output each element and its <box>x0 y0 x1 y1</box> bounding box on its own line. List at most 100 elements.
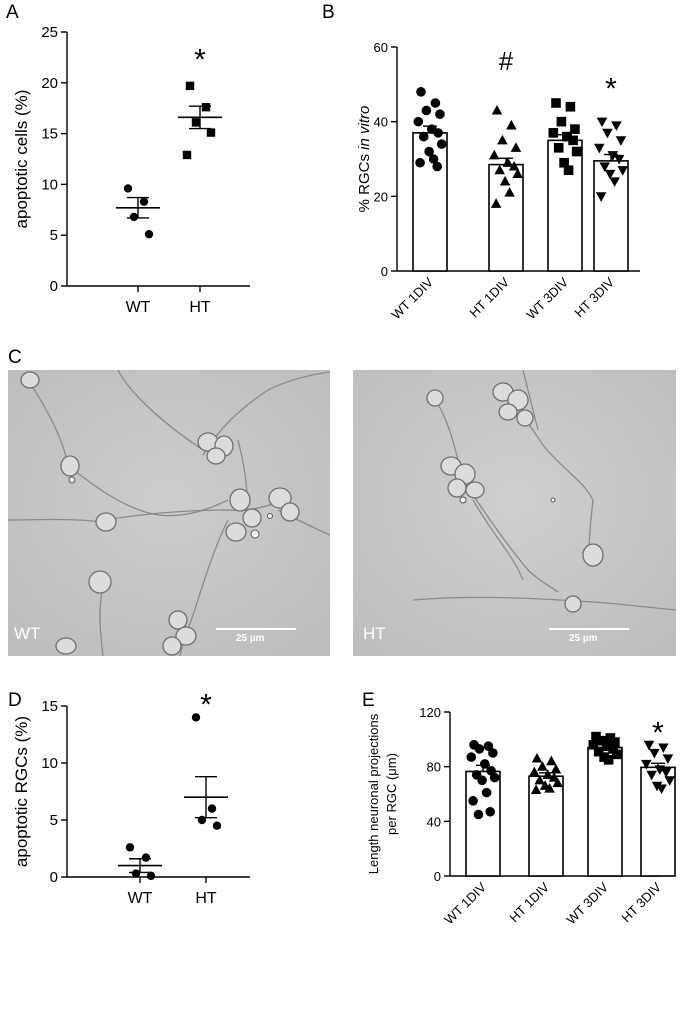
chart-e-wt-3div-point <box>611 749 622 760</box>
chart-b-wt-1div-point <box>428 154 439 164</box>
chart-b-wt-3div-point <box>568 135 578 146</box>
chart-b-ht-3div-point <box>611 121 622 131</box>
panel-letter-b: B <box>322 2 335 23</box>
chart-e-wt-1div-point <box>477 775 487 786</box>
chart-e-ht-3div-point <box>658 743 669 754</box>
chart-e-ht-3div-point <box>651 781 663 792</box>
chart-b-y-tick-label: 60 <box>374 40 388 55</box>
chart-e-y-tick-label: 120 <box>419 705 441 720</box>
chart-a-y-tick-label: 5 <box>50 227 58 244</box>
chart-b-ht-1div-point <box>506 119 517 130</box>
chart-d-wt-point <box>141 853 151 862</box>
chart-d-wt-point <box>125 843 135 852</box>
chart-b-ht-3div-point <box>615 136 627 146</box>
chart-e-wt-1div-point <box>483 741 494 751</box>
chart-d-x-tick-label: HT <box>195 890 217 907</box>
chart-b-ht-3div-point <box>617 166 628 176</box>
micrograph-wt-scale-bar <box>216 628 296 630</box>
chart-b-ht-1div-point <box>510 142 522 152</box>
chart-b-wt-3div-point <box>570 124 580 134</box>
chart-e-wt-3div-point <box>588 740 599 750</box>
micrograph-wt-label: WT <box>14 624 41 643</box>
chart-e-wt-1div-point <box>488 748 498 758</box>
chart-e-wt-1div-point <box>481 787 492 798</box>
chart-b-x-tick-label: WT 1DIV <box>388 274 436 322</box>
micrograph-ht: HT 25 µm <box>353 370 676 656</box>
chart-e-ht-1div-point <box>550 763 562 774</box>
chart-e-wt-1div-point <box>466 752 477 762</box>
chart-e-ht-3div-point <box>664 776 675 786</box>
chart-b-wt-3div-point <box>565 101 576 112</box>
micrograph-ht-image <box>353 370 676 656</box>
chart-a-wt-point <box>123 184 133 193</box>
chart-e-annotation: * <box>652 716 664 749</box>
chart-b-ht-3div-point <box>602 128 613 139</box>
chart-e-wt-1div-point <box>485 806 496 817</box>
chart-e-x-tick-label: WT 3DIV <box>563 879 611 927</box>
chart-b-wt-3div-point <box>553 143 564 153</box>
chart-b-x-tick-label: HT 3DIV <box>571 274 617 320</box>
chart-e-ht-3div-point <box>641 759 652 770</box>
chart-a-ht-point <box>201 102 211 112</box>
chart-d-y-label: apoptotic RGCs (%) <box>12 716 31 867</box>
chart-b-ht-1div-point <box>491 104 503 115</box>
chart-a-y-tick-label: 20 <box>41 75 58 92</box>
chart-b-ht-1div-point <box>490 198 502 208</box>
chart-b-wt-1div-point <box>413 116 424 127</box>
chart-b-wt-1div-point <box>430 98 441 108</box>
chart-b-wt-1div-point <box>421 105 432 116</box>
chart-e-wt-3div-point <box>603 755 614 765</box>
chart-b-x-tick-label: WT 3DIV <box>523 274 571 322</box>
chart-e-wt-3div-point <box>608 744 618 754</box>
chart-b-wt-1div-point <box>433 128 443 138</box>
chart-d-wt-point <box>131 869 141 878</box>
panel-letter-d: D <box>8 690 22 711</box>
chart-a-y-tick-label: 25 <box>41 24 58 41</box>
chart-b-ht-3div-point <box>609 177 620 187</box>
chart-d-y-tick-label: 10 <box>41 755 58 772</box>
chart-e-y-tick-label: 80 <box>427 760 441 775</box>
chart-b-ht-3div-point <box>604 169 616 180</box>
chart-e-ht-3div-point <box>662 754 674 764</box>
chart-e-wt-3div-point <box>591 731 601 742</box>
chart-e-wt-1div-point <box>474 744 485 754</box>
chart-e-y-tick-label: 0 <box>434 869 441 884</box>
chart-b-annotation: * <box>605 72 617 105</box>
chart-b-x-tick-label: HT 1DIV <box>466 274 512 320</box>
chart-e-ht-1div-point <box>546 755 557 766</box>
chart-a-ht-point <box>206 128 216 137</box>
chart-b-ht-3div-point <box>599 162 610 172</box>
panel-letter-e: E <box>362 690 375 711</box>
chart-e-ht-3div-point <box>656 784 667 795</box>
chart-e-ht-3div-point <box>646 770 657 781</box>
chart-d-x-tick-label: WT <box>128 890 153 907</box>
chart-e-wt-3div-bar <box>587 746 623 877</box>
chart-b-wt-3div-point <box>551 98 561 108</box>
chart-b-wt-1div-point <box>435 109 445 119</box>
chart-e-ht-1div-point <box>529 766 540 777</box>
chart-a-ht-point <box>185 81 195 91</box>
micrograph-ht-scale-label: 25 µm <box>569 633 598 644</box>
chart-e-ht-1div-point <box>534 774 545 785</box>
chart-e-ht-3div-point <box>649 748 660 759</box>
chart-b-ht-1div-point <box>497 134 508 145</box>
chart-a-ht-point <box>182 150 192 160</box>
chart-b-annotation: # <box>499 46 514 76</box>
chart-a-wt-point <box>139 197 149 206</box>
chart-e-x-tick-label: WT 1DIV <box>441 879 489 927</box>
chart-b-wt-1div-point <box>436 139 447 149</box>
chart-a-y-tick-label: 0 <box>50 278 58 295</box>
micrograph-ht-label: HT <box>363 624 386 643</box>
chart-e-wt-1div-point <box>489 772 500 783</box>
chart-e-ht-1div-point <box>552 777 563 788</box>
chart-b-ht-1div-point <box>489 149 500 160</box>
chart-a-x-tick-label: HT <box>189 299 211 316</box>
chart-b-y-tick-label: 20 <box>374 189 388 204</box>
micrograph-wt: WT 25 µm <box>8 370 330 656</box>
chart-a-y-tick-label: 15 <box>41 126 58 143</box>
chart-a-wt-point <box>144 229 154 239</box>
chart-b-wt-3div-point <box>571 146 582 157</box>
chart-b-ht-3div-point <box>596 117 608 128</box>
chart-e-x-tick-label: HT 3DIV <box>618 879 664 925</box>
